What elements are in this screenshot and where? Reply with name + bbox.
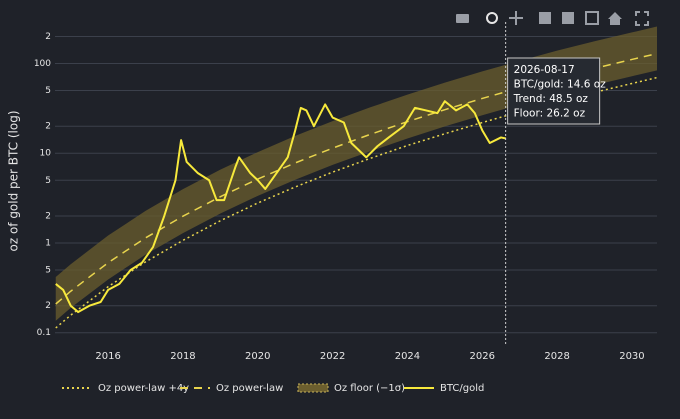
tooltip: 2026-08-17 BTC/gold: 14.6 oz Trend: 48.5 o…: [507, 57, 607, 125]
y-tick-label: 1: [45, 238, 51, 248]
toolbar[interactable]: [456, 11, 649, 26]
x-tick-label: 2022: [320, 351, 345, 362]
camera-icon[interactable]: [456, 14, 469, 23]
legend-label: Oz power-law +4y: [98, 383, 189, 394]
home-icon[interactable]: [608, 12, 622, 25]
tooltip-text: 2026-08-17: [514, 64, 575, 76]
y-tick-label: 2: [45, 122, 51, 132]
zoom-icon[interactable]: [486, 12, 498, 24]
tooltip-box: [507, 57, 601, 125]
y-tick-label: 2: [45, 211, 51, 221]
fullscreen-icon[interactable]: [635, 11, 649, 26]
autoscale-icon[interactable]: [585, 11, 599, 25]
x-tick-label: 2028: [544, 351, 569, 362]
zoom-out-icon[interactable]: [562, 12, 574, 24]
y-tick-label: 100: [34, 59, 51, 69]
y-tick-label: 5: [45, 86, 51, 96]
y-tick-label: 10: [40, 149, 52, 159]
series-line: [55, 100, 507, 314]
legend-label: Oz power-law: [216, 383, 283, 394]
x-tick-label: 2018: [170, 351, 195, 362]
y-axis-title: oz of gold per BTC (log): [7, 110, 21, 251]
band-area: [55, 26, 657, 321]
tooltip-text: Trend: 48.5 oz: [513, 93, 589, 105]
x-tick-label: 2024: [395, 351, 420, 362]
zoom-in-icon[interactable]: [539, 12, 551, 24]
legend-swatch: [297, 383, 329, 393]
y-tick-label: 2: [45, 32, 51, 42]
y-tick-label: 5: [45, 176, 51, 186]
y-tick-label: 2: [45, 301, 51, 311]
legend-label: BTC/gold: [440, 383, 484, 394]
x-tick-label: 2020: [245, 351, 270, 362]
x-tick-label: 2030: [619, 351, 644, 362]
legend-label: Oz floor (−1σ): [334, 383, 405, 394]
x-tick-label: 2016: [95, 351, 120, 362]
tooltip-text: BTC/gold: 14.6 oz: [514, 79, 607, 91]
tooltip-text: Floor: 26.2 oz: [514, 108, 586, 120]
y-tick-label: 5: [45, 266, 51, 276]
y-tick-label: 0.1: [37, 328, 51, 338]
pan-icon[interactable]: [509, 11, 523, 25]
x-tick-label: 2026: [470, 351, 495, 362]
